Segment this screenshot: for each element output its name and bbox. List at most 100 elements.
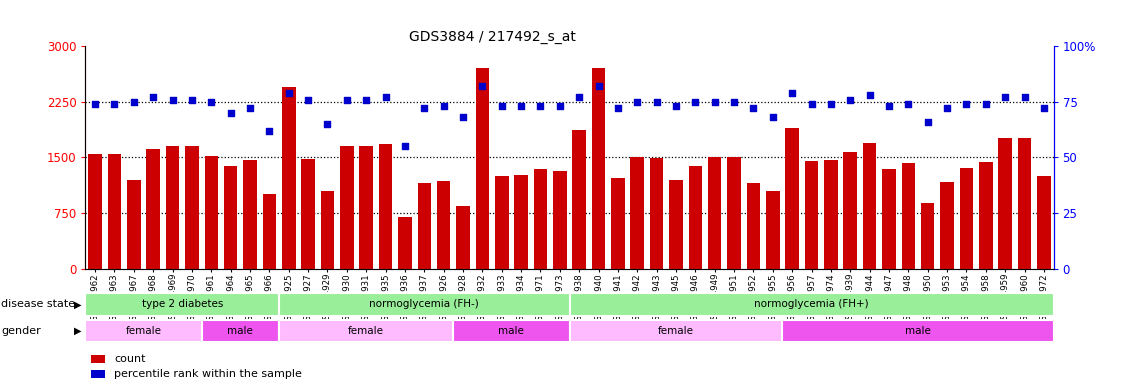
Bar	[418, 184, 431, 269]
Point	[222, 110, 240, 116]
Bar	[570, 320, 782, 343]
Bar	[805, 161, 818, 269]
Bar	[302, 159, 314, 269]
Bar	[85, 320, 202, 343]
Bar	[631, 157, 644, 269]
Bar	[85, 293, 279, 316]
Point	[1035, 105, 1054, 111]
Bar	[515, 174, 527, 269]
Bar	[360, 146, 372, 269]
Bar	[476, 68, 489, 269]
Bar	[263, 194, 276, 269]
Bar	[341, 146, 353, 269]
Point	[571, 94, 589, 100]
Text: percentile rank within the sample: percentile rank within the sample	[114, 369, 302, 379]
Bar	[399, 217, 411, 269]
Point	[85, 101, 105, 107]
Point	[997, 94, 1015, 100]
Bar	[592, 68, 605, 269]
Bar	[844, 152, 857, 269]
Point	[939, 105, 957, 111]
Text: female: female	[349, 326, 384, 336]
Bar	[453, 320, 570, 343]
Bar	[670, 180, 682, 269]
Point	[919, 119, 937, 125]
Title: GDS3884 / 217492_s_at: GDS3884 / 217492_s_at	[409, 30, 575, 44]
Point	[376, 94, 395, 100]
Point	[667, 103, 686, 109]
Bar	[650, 158, 663, 269]
Bar	[282, 87, 295, 269]
Bar	[980, 162, 992, 269]
Point	[338, 96, 357, 103]
Bar	[224, 166, 237, 269]
Bar	[457, 206, 469, 269]
Point	[492, 103, 510, 109]
Point	[319, 121, 337, 127]
Bar	[321, 191, 334, 269]
Point	[182, 96, 202, 103]
Bar	[128, 180, 140, 269]
Bar	[279, 320, 453, 343]
Bar	[999, 138, 1011, 269]
Bar	[166, 146, 179, 269]
Point	[125, 99, 144, 105]
Bar	[186, 146, 198, 269]
Point	[726, 99, 744, 105]
Point	[842, 96, 860, 103]
Point	[647, 99, 665, 105]
Bar	[554, 171, 566, 269]
Bar	[612, 178, 624, 269]
Bar	[573, 130, 585, 269]
Point	[105, 101, 123, 107]
Point	[164, 96, 182, 103]
Point	[958, 101, 976, 107]
Point	[745, 105, 763, 111]
Bar	[437, 181, 450, 269]
Bar	[921, 204, 934, 269]
Point	[706, 99, 724, 105]
Bar	[960, 168, 973, 269]
Bar	[534, 169, 547, 269]
Point	[416, 105, 434, 111]
Point	[900, 101, 918, 107]
Text: female: female	[125, 326, 162, 336]
Bar	[108, 154, 121, 269]
Text: normoglycemia (FH-): normoglycemia (FH-)	[369, 299, 480, 310]
Bar	[570, 293, 1054, 316]
Point	[531, 103, 550, 109]
Text: ▶: ▶	[74, 326, 81, 336]
Bar	[689, 166, 702, 269]
Point	[764, 114, 782, 121]
Bar	[902, 163, 915, 269]
Text: female: female	[658, 326, 694, 336]
Bar	[244, 161, 256, 269]
Bar	[147, 149, 159, 269]
Point	[590, 83, 608, 89]
Point	[977, 101, 995, 107]
Point	[203, 99, 221, 105]
Bar	[279, 293, 570, 316]
Point	[551, 103, 570, 109]
Bar	[91, 355, 105, 363]
Bar	[205, 156, 218, 269]
Point	[1016, 94, 1034, 100]
Point	[453, 114, 473, 121]
Point	[608, 105, 626, 111]
Bar	[747, 184, 760, 269]
Point	[861, 92, 879, 98]
Point	[513, 103, 531, 109]
Point	[803, 101, 821, 107]
Point	[784, 90, 802, 96]
Text: male: male	[906, 326, 931, 336]
Point	[474, 83, 492, 89]
Text: type 2 diabetes: type 2 diabetes	[141, 299, 223, 310]
Point	[822, 101, 841, 107]
Point	[144, 94, 163, 100]
Point	[880, 103, 899, 109]
Point	[241, 105, 260, 111]
Point	[396, 143, 415, 149]
Bar	[728, 157, 740, 269]
Bar	[1038, 176, 1050, 269]
Bar	[495, 176, 508, 269]
